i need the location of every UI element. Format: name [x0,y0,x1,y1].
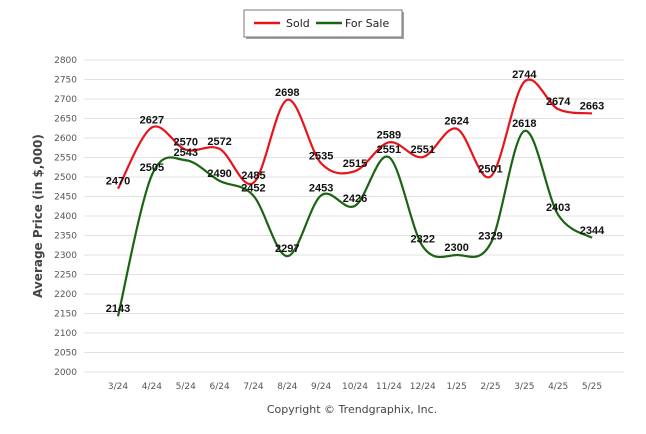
data-label-for-sale: 2452 [241,183,265,195]
data-label-for-sale: 2403 [546,202,570,214]
data-label-sold: 2674 [546,96,571,108]
x-tick-label: 4/25 [548,382,568,392]
x-tick-label: 12/24 [410,382,436,392]
y-axis-ticks: 2000 2050 2100 2150 2200 2250 2300 2350 2400 2450… [54,56,77,378]
data-label-sold: 2572 [207,136,231,148]
y-tick-label: 2450 [54,193,77,203]
data-label-sold: 2485 [241,170,265,182]
x-tick-label: 7/24 [243,382,263,392]
x-tick-label: 3/25 [514,382,534,392]
y-axis-label: Average Price (in $,000) [31,134,45,298]
data-label-for-sale: 2543 [173,147,197,159]
data-label-for-sale: 2297 [275,243,299,255]
data-label-sold: 2663 [580,100,604,112]
data-label-for-sale: 2618 [512,118,536,130]
y-tick-label: 2500 [54,173,77,183]
x-tick-label: 5/24 [176,382,196,392]
data-label-sold: 2501 [478,164,502,176]
data-label-for-sale: 2322 [410,233,434,245]
data-label-sold: 2698 [275,87,299,99]
data-labels: 2470 2627 2570 2572 2485 2698 2535 2515 2589 2551… [106,69,605,315]
data-label-for-sale: 2143 [106,303,130,315]
data-label-for-sale: 2344 [580,225,605,237]
y-tick-label: 2550 [54,154,77,164]
y-tick-label: 2600 [54,134,77,144]
data-label-sold: 2744 [512,69,537,81]
x-tick-label: 6/24 [209,382,229,392]
x-tick-label: 3/24 [108,382,128,392]
y-tick-label: 2300 [54,251,77,261]
legend: Sold For Sale [243,9,404,39]
y-tick-label: 2100 [54,329,77,339]
data-label-sold: 2515 [343,158,367,170]
x-tick-label: 4/24 [142,382,162,392]
y-tick-label: 2250 [54,271,77,281]
series-line-sold [117,78,593,190]
x-tick-label: 8/24 [277,382,297,392]
y-tick-label: 2050 [54,349,77,359]
data-label-for-sale: 2490 [207,168,231,180]
data-label-sold: 2627 [140,114,164,126]
x-tick-label: 5/25 [582,382,602,392]
data-label-sold: 2551 [410,144,434,156]
data-label-sold: 2470 [106,176,130,188]
x-tick-label: 2/25 [480,382,500,392]
y-tick-label: 2650 [54,115,77,125]
legend-sold-label: Sold [286,17,310,30]
data-label-for-sale: 2300 [444,242,468,254]
data-label-for-sale: 2426 [343,193,367,205]
y-tick-label: 2350 [54,232,77,242]
x-axis-ticks: 3/24 4/24 5/24 6/24 7/24 8/24 9/24 10/24 11/24 12… [108,382,602,392]
series-line-for-sale [116,129,593,317]
x-tick-label: 9/24 [311,382,331,392]
data-label-for-sale: 2551 [377,144,401,156]
y-tick-label: 2800 [54,56,77,66]
data-label-sold: 2570 [173,137,197,149]
data-label-sold: 2624 [444,116,469,128]
y-tick-label: 2150 [54,310,77,320]
copyright-text: Copyright © Trendgraphix, Inc. [267,403,437,416]
data-label-sold: 2535 [309,150,333,162]
y-tick-label: 2750 [54,76,77,86]
legend-for-sale-label: For Sale [345,17,389,30]
x-tick-label: 10/24 [342,382,368,392]
data-label-sold: 2589 [377,129,401,141]
data-label-for-sale: 2505 [140,162,164,174]
y-tick-label: 2700 [54,95,77,105]
y-tick-label: 2400 [54,212,77,222]
x-tick-label: 11/24 [376,382,402,392]
series-lines [116,78,593,317]
y-tick-label: 2200 [54,290,77,300]
data-label-for-sale: 2329 [478,231,502,243]
gridlines [84,59,624,373]
y-tick-label: 2000 [54,368,77,378]
x-tick-label: 1/25 [446,382,466,392]
data-label-for-sale: 2453 [309,182,333,194]
